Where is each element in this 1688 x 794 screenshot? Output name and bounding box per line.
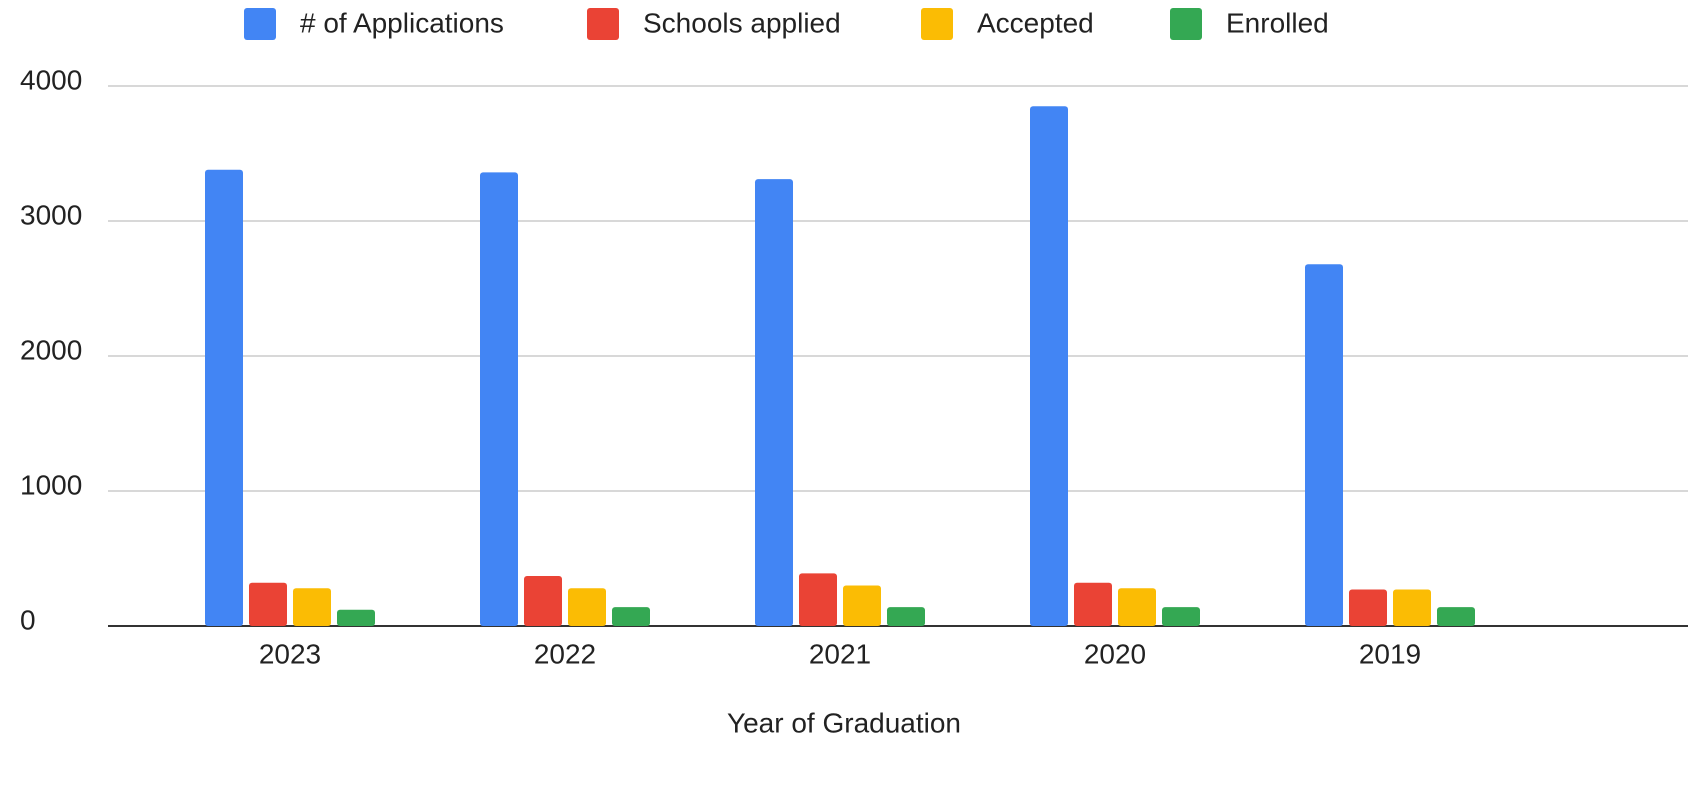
legend-label: # of Applications: [300, 7, 504, 38]
y-tick-label: 1000: [20, 469, 82, 500]
bar: [1118, 588, 1156, 626]
bar: [1030, 106, 1068, 626]
y-tick-label: 3000: [20, 199, 82, 230]
bar: [249, 582, 287, 626]
x-tick-label: 2020: [1084, 638, 1146, 669]
y-tick-label: 0: [20, 604, 36, 635]
bar: [755, 179, 793, 626]
bar: [843, 585, 881, 626]
bar: [568, 588, 606, 626]
bar: [1349, 589, 1387, 626]
x-tick-label: 2022: [534, 638, 596, 669]
bar: [1437, 607, 1475, 626]
y-tick-label: 4000: [20, 64, 82, 95]
x-tick-label: 2021: [809, 638, 871, 669]
legend-label: Accepted: [977, 7, 1094, 38]
legend-swatch: [587, 8, 619, 40]
x-tick-label: 2019: [1359, 638, 1421, 669]
bar: [887, 607, 925, 626]
bar: [205, 169, 243, 626]
x-axis-title: Year of Graduation: [727, 707, 961, 738]
legend-label: Enrolled: [1226, 7, 1329, 38]
bar: [1305, 264, 1343, 626]
y-tick-label: 2000: [20, 334, 82, 365]
bar: [524, 576, 562, 626]
legend-swatch: [921, 8, 953, 40]
bar: [1074, 582, 1112, 626]
bar: [1162, 607, 1200, 626]
legend-label: Schools applied: [643, 7, 841, 38]
bar: [1393, 589, 1431, 626]
legend-swatch: [1170, 8, 1202, 40]
x-tick-label: 2023: [259, 638, 321, 669]
legend-swatch: [244, 8, 276, 40]
bar: [337, 609, 375, 626]
bar: [799, 573, 837, 626]
bar: [480, 172, 518, 626]
bar: [293, 588, 331, 626]
bar: [612, 607, 650, 626]
